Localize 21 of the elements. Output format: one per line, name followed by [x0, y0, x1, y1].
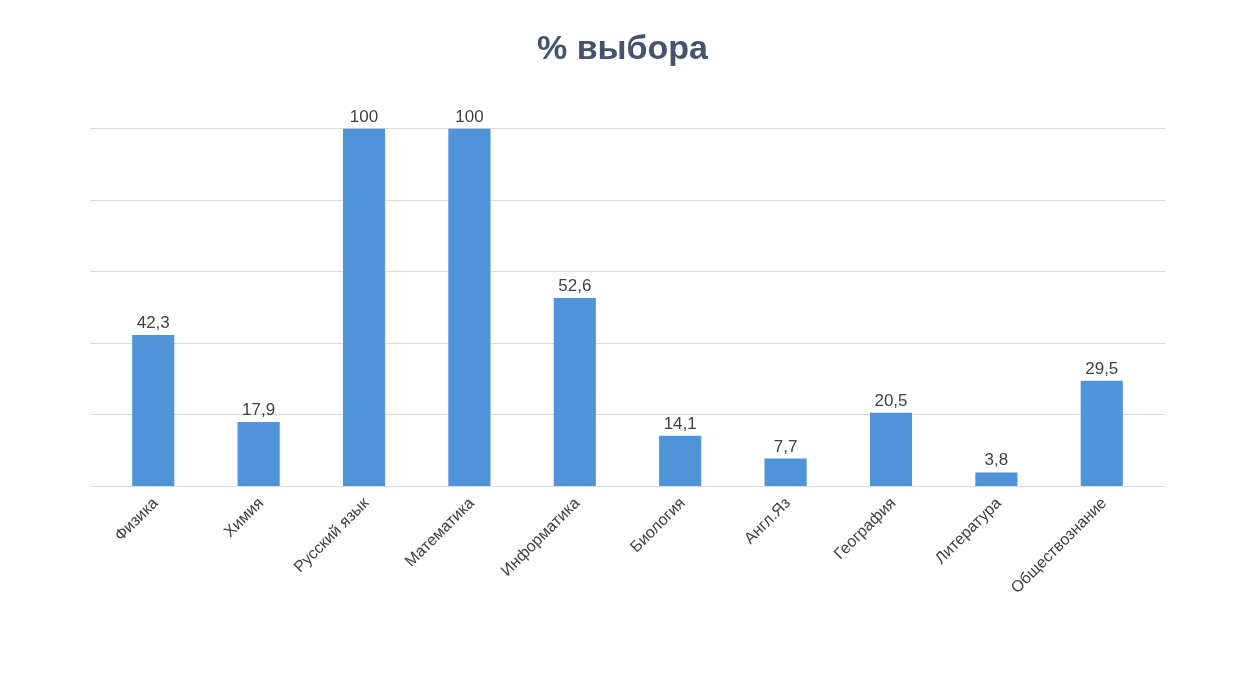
bar: [1080, 380, 1123, 486]
bar: [869, 412, 913, 486]
data-label: 7,7: [773, 436, 798, 456]
bar: [132, 334, 175, 486]
data-label: 14,1: [663, 413, 697, 433]
bar: [448, 128, 491, 486]
data-label: 20,5: [874, 390, 908, 410]
bar: [659, 435, 702, 486]
bar: [342, 128, 386, 486]
data-label: 52,6: [558, 276, 592, 296]
data-label: 100: [349, 106, 379, 126]
data-label: 29,5: [1085, 358, 1119, 378]
data-label: 17,9: [242, 400, 276, 420]
data-label: 3,8: [984, 450, 1009, 470]
chart-title: % выбора: [536, 28, 710, 67]
bar: [975, 472, 1018, 486]
bar: [553, 298, 596, 486]
data-label: 100: [455, 106, 484, 126]
bar: [764, 458, 807, 486]
data-label: 42,3: [136, 312, 170, 332]
bar: [237, 422, 280, 486]
